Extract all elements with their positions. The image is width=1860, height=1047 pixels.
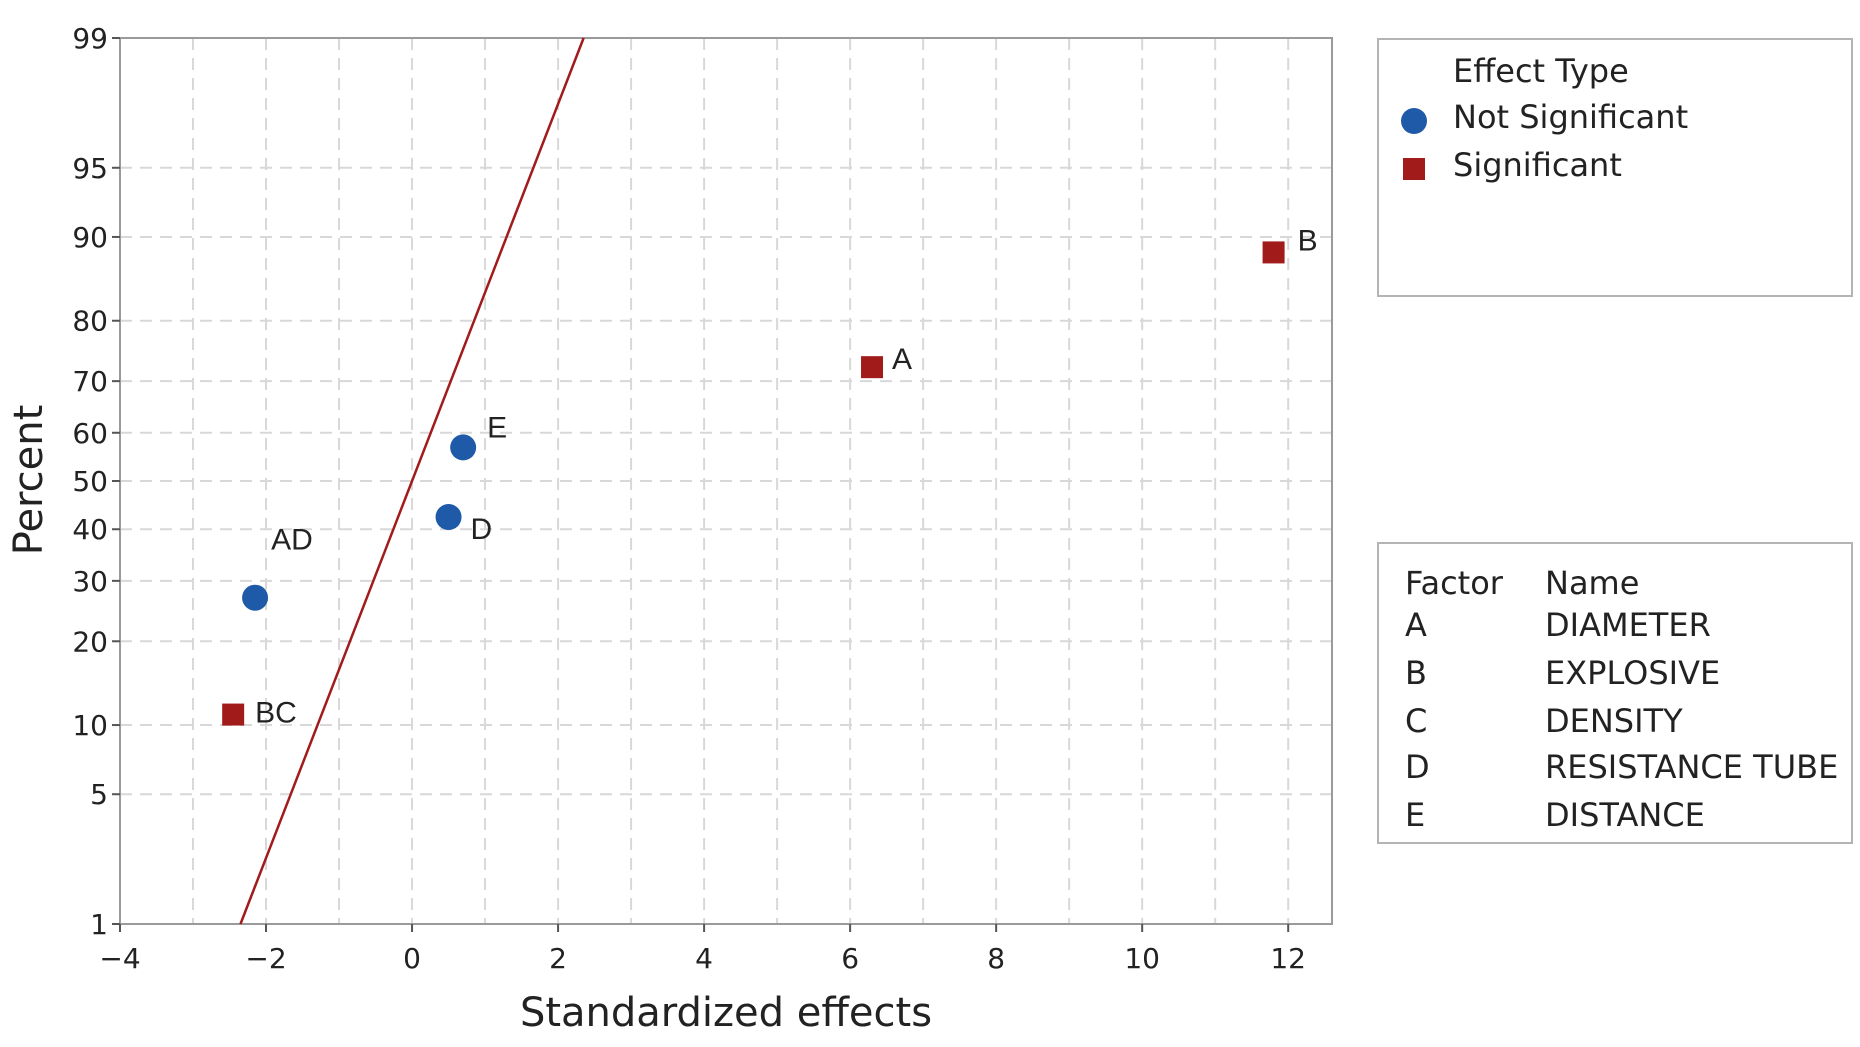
data-point-not-significant: [242, 584, 269, 611]
x-tick-label: −4: [99, 942, 140, 975]
y-tick-label: 70: [72, 365, 108, 398]
x-tick-label: 10: [1124, 942, 1160, 975]
factor-code: C: [1405, 702, 1428, 740]
y-tick-label: 20: [72, 625, 108, 658]
factor-name: DIAMETER: [1545, 606, 1711, 644]
y-tick-label: 99: [72, 22, 108, 55]
x-tick-label: 0: [403, 942, 421, 975]
factor-name-legend: Factor Name A DIAMETER B EXPLOSIVE C DEN…: [1377, 542, 1853, 844]
legend-item-not-significant: Not Significant: [1453, 98, 1689, 136]
y-tick-label: 95: [72, 152, 108, 185]
point-label: BC: [255, 697, 297, 730]
y-tick-layer: 1 5 10 20 30 40 50 60 70 80 90 95 99: [72, 22, 120, 941]
factor-name: EXPLOSIVE: [1545, 654, 1721, 692]
y-tick-label: 40: [72, 513, 108, 546]
reference-line-layer: [239, 37, 585, 925]
point-label: A: [892, 343, 912, 376]
reference-line: [239, 37, 585, 925]
x-tick-label: 2: [549, 942, 567, 975]
data-point-not-significant: [450, 434, 477, 461]
x-axis-title: Standardized effects: [520, 990, 932, 1036]
legend-item-significant: Significant: [1453, 146, 1622, 184]
y-tick-label: 50: [72, 465, 108, 498]
x-tick-layer: −4 −2 0 2 4 6 8 10 12: [99, 924, 1306, 975]
factor-header: Factor: [1405, 564, 1503, 602]
grid-layer: [120, 38, 1332, 924]
factor-code: A: [1405, 606, 1427, 644]
data-point-not-significant: [435, 504, 462, 531]
point-label: D: [471, 513, 493, 546]
x-tick-label: 8: [987, 942, 1005, 975]
y-axis-title: Percent: [6, 405, 52, 556]
y-tick-label: 30: [72, 565, 108, 598]
point-label: AD: [271, 524, 313, 557]
factor-name: DISTANCE: [1545, 796, 1705, 834]
factor-name: DENSITY: [1545, 702, 1683, 740]
y-tick-label: 10: [72, 709, 108, 742]
x-tick-label: 6: [841, 942, 859, 975]
point-layer: BC AD D E A B: [222, 224, 1318, 730]
normal-probability-plot: 1 5 10 20 30 40 50 60 70 80 90 95 99 −4 −2 0 2 4 6 8 10 12 B…: [6, 22, 1333, 1036]
factor-code: E: [1405, 796, 1426, 834]
y-tick-label: 80: [72, 305, 108, 338]
name-header: Name: [1545, 564, 1640, 602]
x-tick-label: −2: [245, 942, 286, 975]
legend-title: Effect Type: [1453, 52, 1629, 90]
x-tick-label: 12: [1270, 942, 1306, 975]
point-label: E: [487, 411, 507, 444]
factor-code: B: [1405, 654, 1427, 692]
data-point-significant: [1262, 241, 1285, 264]
y-tick-label: 5: [90, 778, 108, 811]
data-point-significant: [861, 356, 884, 379]
data-point-significant: [222, 703, 245, 726]
not-significant-marker-icon: [1401, 108, 1427, 134]
x-tick-label: 4: [695, 942, 713, 975]
significant-marker-icon: [1403, 158, 1425, 180]
point-label: B: [1298, 224, 1318, 257]
effect-type-legend: Effect Type Not Significant Significant: [1377, 38, 1853, 297]
factor-code: D: [1405, 748, 1430, 786]
y-tick-label: 90: [72, 221, 108, 254]
factor-name: RESISTANCE TUBE: [1545, 748, 1839, 786]
y-tick-label: 1: [90, 908, 108, 941]
y-tick-label: 60: [72, 417, 108, 450]
